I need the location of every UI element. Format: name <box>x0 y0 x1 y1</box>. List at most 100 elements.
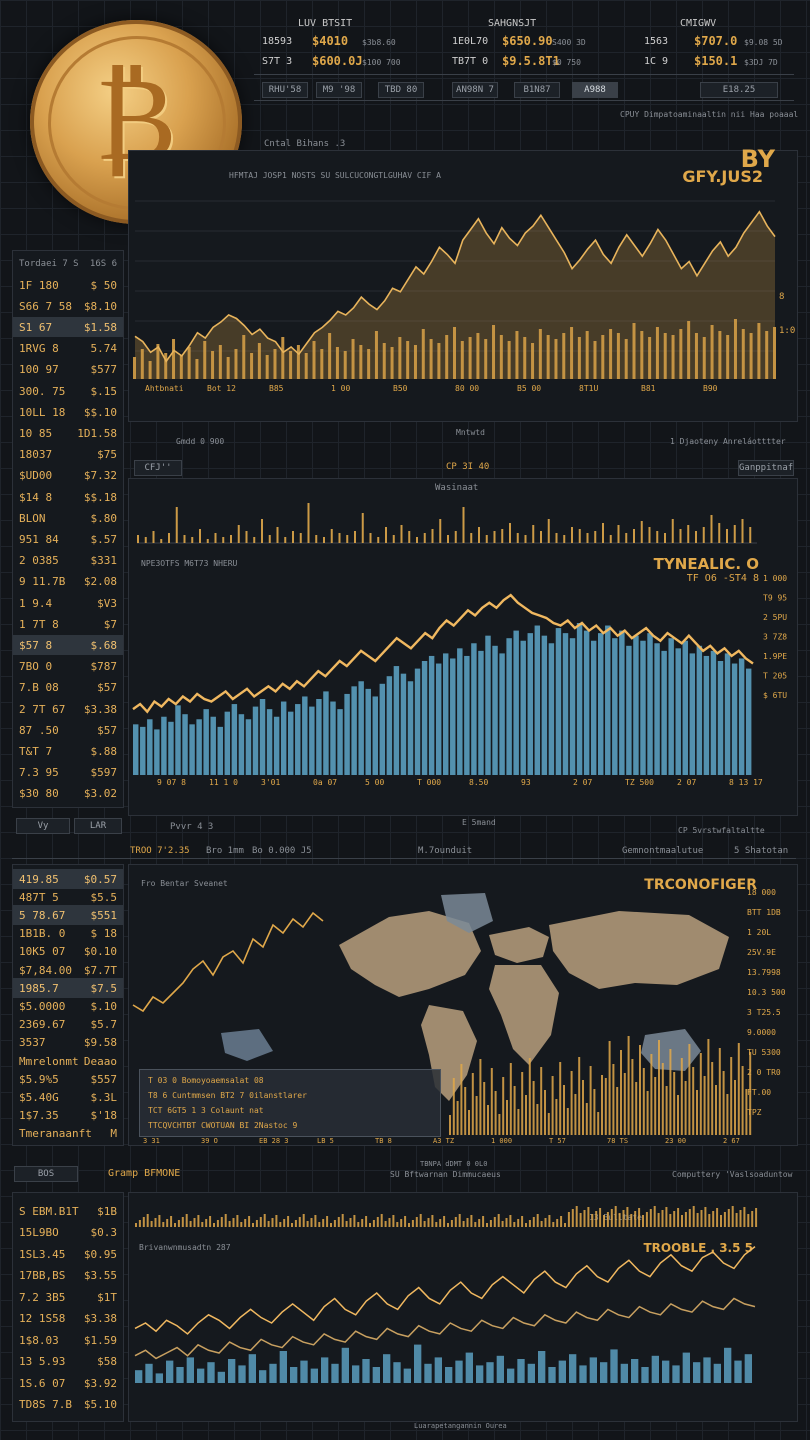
ticker-row[interactable]: $UD00 $7.32 <box>13 466 123 486</box>
ticker-row[interactable]: 1F 180 $ 50 <box>13 275 123 295</box>
header-button[interactable]: RHU'58 <box>262 82 308 98</box>
volume-bar <box>242 335 246 379</box>
ticker-row[interactable]: 3537 $9.58 <box>13 1033 123 1053</box>
strip-bar <box>462 1221 465 1227</box>
ticker-row[interactable]: 1985.7 $7.5 <box>13 978 123 999</box>
strip-bar <box>447 535 449 543</box>
ticker-row[interactable]: Tmeranaanft M <box>13 1124 123 1144</box>
ticker-row[interactable]: 1 7T 8 $7 <box>13 614 123 634</box>
volume-bar <box>365 688 371 775</box>
ticker-row[interactable]: 100 97 $577 <box>13 360 123 380</box>
header-button[interactable]: M9 '98 <box>316 82 362 98</box>
ticker-symbol: $5.0000 <box>19 999 66 1013</box>
ticker-row[interactable]: 12 1S58 $3.38 <box>13 1309 123 1329</box>
volume-bar <box>300 1360 308 1383</box>
ticker-row[interactable]: Mmrelonmt Deaao <box>13 1051 123 1071</box>
bottom-button[interactable]: BOS <box>14 1166 78 1182</box>
ticker-row[interactable]: 7.2 3B5 $1T <box>13 1287 123 1307</box>
sidebar-button-vy[interactable]: Vy <box>16 818 70 834</box>
ticker-row[interactable]: $5.40G $.3L <box>13 1087 123 1107</box>
ticker-row[interactable]: 7.B 08 $57 <box>13 678 123 698</box>
ticker-row[interactable]: 10 85 1D1.58 <box>13 423 123 443</box>
ticker-row[interactable]: 7BO 0 $787 <box>13 657 123 677</box>
ticker-symbol: 419.85 <box>19 872 59 886</box>
volume-bar <box>304 353 308 379</box>
ticker-row[interactable]: T&T 7 $.88 <box>13 741 123 761</box>
ticker-row[interactable]: 13 5.93 $58 <box>13 1352 123 1372</box>
volume-bar <box>156 344 160 379</box>
ticker-row[interactable]: 10K5 07 $0.10 <box>13 942 123 962</box>
ticker-row[interactable]: S1 67 $1.58 <box>13 317 123 338</box>
volume-bar <box>337 709 343 775</box>
ticker-row[interactable]: 10LL 18 $$.10 <box>13 402 123 422</box>
ticker-row[interactable]: 2 0385 $331 <box>13 551 123 571</box>
ticker-row[interactable]: 87 .50 $57 <box>13 720 123 740</box>
ticker-row[interactable]: 9 11.7B $2.08 <box>13 572 123 592</box>
header-button[interactable]: A988 <box>572 82 618 98</box>
ticker-row[interactable]: 17BB,BS $3.55 <box>13 1266 123 1286</box>
volume-bar <box>379 683 386 775</box>
map-volume-bar <box>513 1086 516 1135</box>
ticker-row[interactable]: 7.3 95 $597 <box>13 763 123 783</box>
header-divider-2 <box>254 100 794 101</box>
ticker-row[interactable]: BLON $.80 <box>13 508 123 528</box>
strip-bar <box>462 507 465 543</box>
volume-bar <box>696 645 703 775</box>
sidebar-button-lar[interactable]: LAR <box>74 818 122 834</box>
ticker-row[interactable]: 2 7T 67 $3.38 <box>13 699 123 719</box>
header-button[interactable]: TBD 80 <box>378 82 424 98</box>
ticker-row[interactable]: 15L9BO $0.3 <box>13 1223 123 1243</box>
x-tick-label: B5 00 <box>517 384 541 393</box>
volume-bar <box>496 1355 504 1383</box>
ticker-row[interactable]: 5 78.67 $551 <box>13 905 123 926</box>
x-tick-label: 2 07 <box>677 778 696 787</box>
ticker-row[interactable]: $30 80 $3.02 <box>13 784 123 804</box>
strip-bar <box>193 1218 196 1227</box>
volume-bar <box>661 650 667 775</box>
ticker-row[interactable]: $5.9%5 $557 <box>13 1069 123 1089</box>
second-chart-footer-right: CP 5vrstwfaltaltte <box>678 826 765 835</box>
ticker-row[interactable]: 1B1B. 0 $ 18 <box>13 924 123 944</box>
ticker-row[interactable]: 2369.67 $5.7 <box>13 1015 123 1035</box>
volume-bar <box>612 638 618 775</box>
x-tick-label: 2 67 <box>723 1137 740 1145</box>
mid-button-left[interactable]: CFJ'' <box>134 460 182 476</box>
ticker-row[interactable]: TD8S 7.B $5.10 <box>13 1395 123 1415</box>
ticker-price: $3.38 <box>83 1312 117 1325</box>
ticker-row[interactable]: $14 8 $$.18 <box>13 487 123 507</box>
x-tick-label: 8T1U <box>579 384 598 393</box>
map-volume-bar <box>646 1091 649 1135</box>
map-volume-bar <box>715 1085 717 1135</box>
mid-button-right[interactable]: Ganppitnaf <box>738 460 794 476</box>
ticker-row[interactable]: $5.0000 $.10 <box>13 996 123 1016</box>
strip-bar <box>599 1208 602 1227</box>
strip-bar <box>712 1211 715 1227</box>
header-button[interactable]: E18.25 <box>700 82 778 98</box>
ticker-row[interactable]: 1$7.35 $'18 <box>13 1106 123 1126</box>
strip-bar <box>567 1212 570 1227</box>
ticker-row[interactable]: S66 7 58 $8.10 <box>13 296 123 316</box>
strip-bar <box>369 1223 371 1227</box>
volume-bar <box>259 699 266 775</box>
ticker-row[interactable]: 300. 75 $.15 <box>13 381 123 401</box>
ticker-row[interactable]: 1RVG 8 5.74 <box>13 339 123 359</box>
header-button[interactable]: B1N87 <box>514 82 560 98</box>
ticker-row[interactable]: 419.85 $0.57 <box>13 869 123 889</box>
ticker-row[interactable]: 1S.6 07 $3.92 <box>13 1373 123 1393</box>
ticker-row[interactable]: $57 8 $.68 <box>13 635 123 656</box>
ticker-row[interactable]: 1SL3.45 $0.95 <box>13 1244 123 1264</box>
ticker-row[interactable]: 487T 5 $5.5 <box>13 887 123 907</box>
strip-bar <box>454 1217 457 1227</box>
ticker-row[interactable]: 1$8.03 $1.59 <box>13 1330 123 1350</box>
header-button[interactable]: AN98N 7 <box>452 82 498 98</box>
map-volume-bar <box>677 1095 679 1135</box>
ticker-row[interactable]: 18037 $75 <box>13 445 123 465</box>
ticker-row[interactable]: 951 84 $.57 <box>13 529 123 549</box>
strip-bar <box>470 1215 473 1227</box>
ticker-row[interactable]: $7,84.00 $7.7T <box>13 960 123 980</box>
volume-bar <box>265 355 269 379</box>
ticker-row[interactable]: S EBM.B1T $1B <box>13 1201 123 1221</box>
strip-bar <box>245 531 248 543</box>
ticker-symbol: S1 67 <box>19 320 53 334</box>
ticker-row[interactable]: 1 9.4 $V3 <box>13 593 123 613</box>
